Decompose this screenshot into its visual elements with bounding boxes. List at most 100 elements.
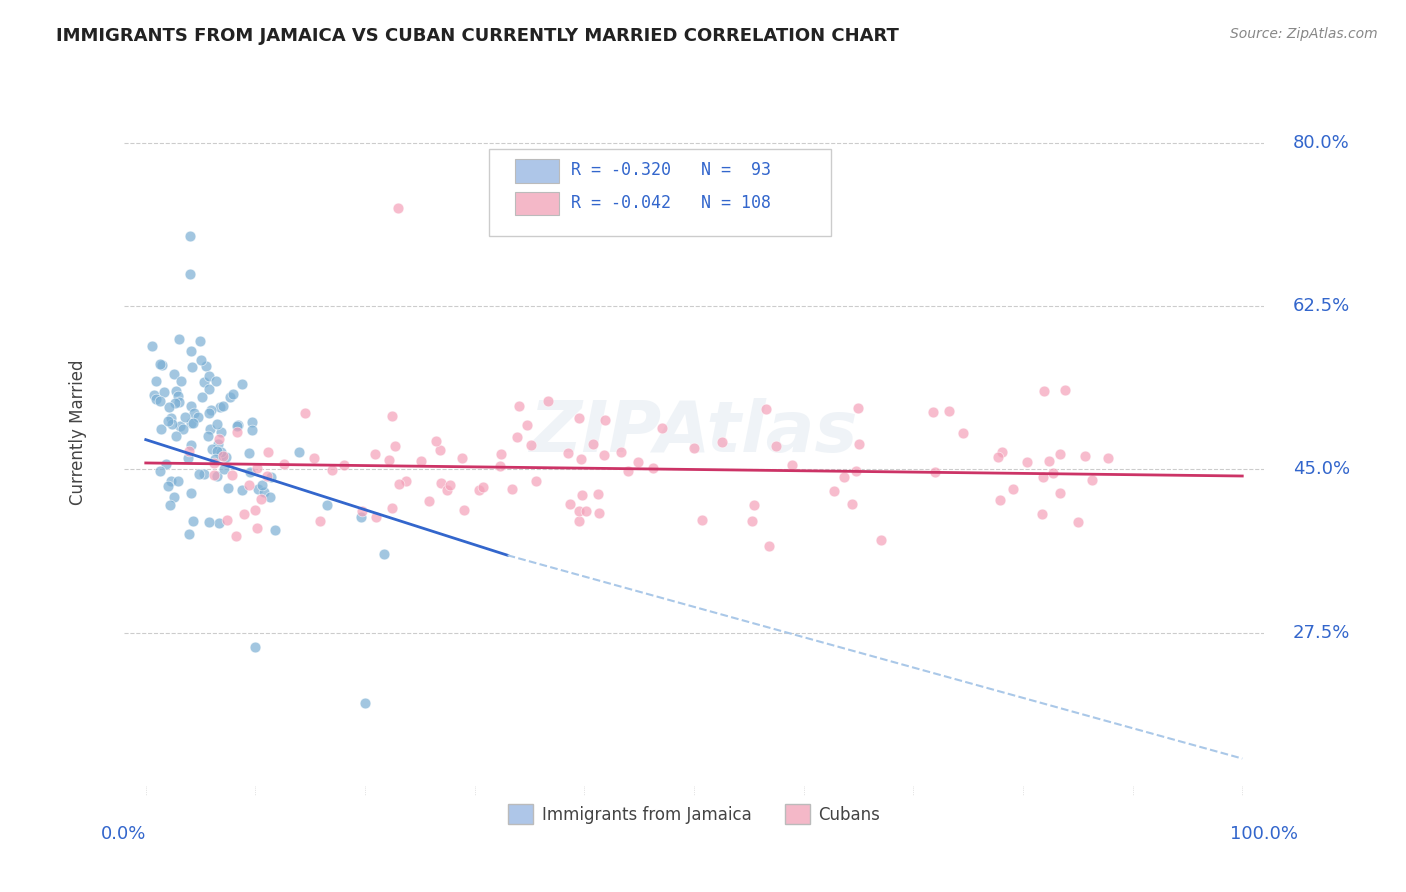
Point [253, 484, 276, 499]
Point [489, 447, 512, 461]
Point [243, 503, 266, 517]
Point [204, 456, 226, 470]
Point [505, 430, 527, 444]
Text: R = -0.042   N = 108: R = -0.042 N = 108 [571, 194, 770, 212]
Point [1054, 383, 1077, 397]
Point [409, 453, 432, 467]
Point [145, 392, 167, 407]
Point [225, 529, 247, 543]
Point [157, 400, 180, 414]
Point [187, 409, 209, 424]
Text: Currently Married: Currently Married [69, 359, 87, 505]
Point [273, 457, 295, 471]
Point [1001, 482, 1024, 496]
Point [191, 390, 214, 404]
Point [231, 377, 253, 392]
Point [588, 506, 610, 520]
Point [938, 403, 960, 417]
Point [207, 516, 229, 531]
Point [198, 382, 221, 396]
Point [384, 439, 406, 453]
Point [524, 474, 547, 488]
Text: Source: ZipAtlas.com: Source: ZipAtlas.com [1230, 27, 1378, 41]
Point [610, 445, 633, 459]
Point [436, 483, 458, 498]
Point [149, 357, 172, 371]
Point [163, 490, 186, 504]
Text: IMMIGRANTS FROM JAMAICA VS CUBAN CURRENTLY MARRIED CORRELATION CHART: IMMIGRANTS FROM JAMAICA VS CUBAN CURRENT… [56, 27, 898, 45]
FancyBboxPatch shape [515, 192, 560, 216]
Point [142, 388, 165, 402]
Point [172, 422, 194, 436]
Text: 45.0%: 45.0% [1292, 460, 1350, 478]
Point [520, 437, 543, 451]
Point [155, 457, 177, 471]
Point [593, 413, 616, 427]
Point [508, 399, 530, 413]
Point [259, 490, 281, 504]
Point [471, 480, 494, 494]
Point [755, 402, 778, 417]
Point [205, 444, 228, 458]
Point [1049, 485, 1071, 500]
Point [321, 462, 343, 476]
Point [179, 267, 201, 281]
Point [870, 533, 893, 548]
Point [165, 396, 187, 410]
Point [159, 498, 181, 512]
Point [250, 478, 273, 492]
Point [560, 496, 582, 510]
Point [256, 469, 278, 483]
Point [205, 417, 228, 431]
Point [1080, 473, 1102, 487]
Point [537, 394, 560, 409]
Point [163, 367, 186, 381]
Point [1033, 384, 1056, 398]
Point [429, 443, 451, 458]
Point [388, 476, 411, 491]
Point [181, 360, 204, 375]
Point [221, 467, 243, 482]
Point [205, 468, 228, 483]
Point [571, 451, 593, 466]
Point [848, 437, 870, 451]
Point [302, 451, 325, 466]
Text: 62.5%: 62.5% [1292, 297, 1350, 315]
Point [377, 453, 399, 467]
Point [260, 470, 283, 484]
Point [180, 485, 202, 500]
Point [1032, 470, 1054, 484]
Point [181, 416, 204, 430]
Point [429, 476, 451, 491]
Point [200, 421, 222, 435]
Point [395, 475, 418, 489]
Point [202, 468, 225, 483]
Point [219, 390, 242, 404]
Point [758, 539, 780, 553]
Point [741, 514, 763, 528]
Point [212, 461, 235, 475]
Point [651, 421, 673, 435]
Point [239, 465, 262, 479]
Point [197, 515, 219, 529]
Point [823, 483, 845, 498]
Point [208, 400, 231, 414]
Point [690, 513, 713, 527]
Point [159, 411, 181, 425]
Point [418, 493, 440, 508]
Point [174, 409, 197, 424]
Point [782, 458, 804, 473]
Point [249, 492, 271, 507]
Point [165, 429, 187, 443]
Point [643, 461, 665, 475]
Point [287, 444, 309, 458]
Point [233, 507, 256, 521]
Point [1049, 447, 1071, 461]
Point [177, 443, 200, 458]
Point [153, 385, 176, 400]
Point [841, 497, 863, 511]
Point [167, 475, 190, 489]
Point [149, 465, 172, 479]
Point [256, 445, 278, 459]
Point [1066, 515, 1088, 529]
